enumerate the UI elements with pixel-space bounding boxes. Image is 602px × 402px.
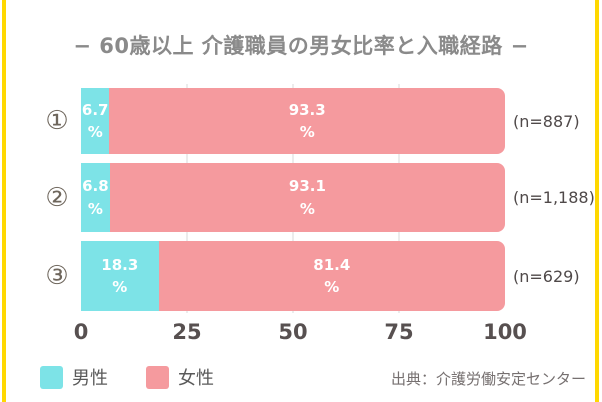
x-tick-label: 100 [483,320,527,344]
female-segment: 93.1% [109,163,505,232]
sample-size-label: (n=1,188) [513,188,595,207]
x-tick-label: 75 [384,320,414,344]
legend: 男性 女性 [40,364,214,390]
male-segment: 18.3% [81,241,159,311]
male-value-suffix: % [87,199,103,218]
male-value-suffix: % [112,278,128,296]
male-value: 6.8 [82,177,109,195]
male-value: 6.7 [81,100,109,119]
legend-swatch [146,365,169,389]
legend-swatch [40,365,63,389]
chart-row: ③ 18.3% 81.4% (n=629) [0,241,602,311]
female-value-suffix: % [324,278,340,296]
legend-item: 女性 [146,364,214,390]
female-value: 93.3 [288,100,326,119]
male-value-suffix: % [87,123,103,141]
male-segment: 6.7% [81,88,110,154]
source-label: 出典：介護労働安定センター [390,370,586,388]
stacked-bar: 18.3% 81.4% [81,241,505,311]
stacked-bar: 6.8% 93.1% [81,163,505,232]
female-value-suffix: % [299,199,315,218]
row-number: ① [45,106,69,136]
legend-label: 女性 [178,368,214,389]
sample-size-label: (n=629) [513,266,580,286]
chart-title: − 60歳以上 介護職員の男女比率と入職経路 − [73,34,529,58]
female-segment: 93.3% [109,88,505,154]
x-tick-label: 25 [172,320,202,344]
x-tick-label: 0 [73,320,89,344]
chart-row: ② 6.8% 93.1% (n=1,188) [0,163,602,232]
female-value-suffix: % [299,123,315,141]
legend-label: 男性 [72,368,108,389]
male-segment: 6.8% [81,163,110,232]
stacked-bar: 6.7% 93.3% [81,88,505,154]
chart-row: ① 6.7% 93.3% (n=887) [0,88,602,154]
x-axis: 0 25 50 75 100 [74,320,527,348]
female-value: 93.1 [288,177,326,195]
row-number: ② [45,182,69,213]
left-border-stripe [2,0,6,402]
sample-size-label: (n=887) [513,111,580,131]
row-number: ③ [45,261,69,291]
male-value: 18.3 [101,255,139,274]
right-border-stripe [595,0,599,402]
female-segment: 81.4% [158,241,505,311]
legend-item: 男性 [40,364,108,390]
female-value: 81.4 [313,255,351,274]
x-tick-label: 50 [278,320,308,344]
